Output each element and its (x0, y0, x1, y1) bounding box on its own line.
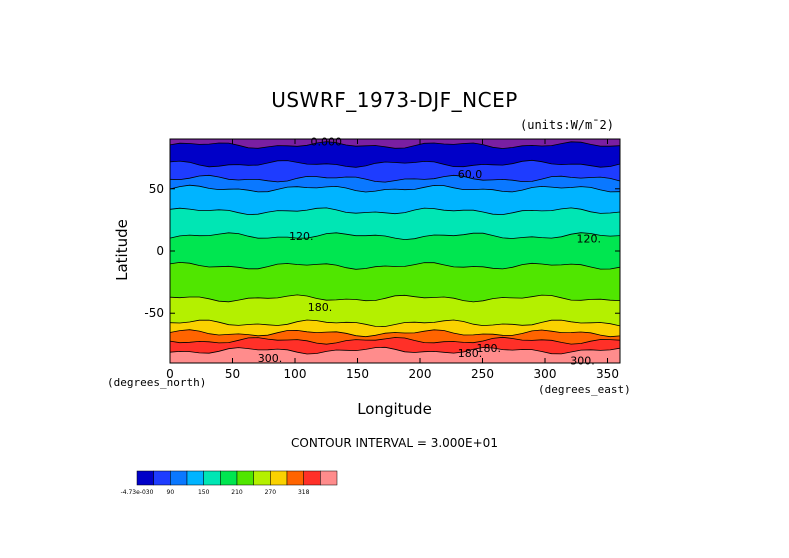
colorbar-label: -4.73e-030 (121, 489, 154, 496)
colorbar-swatch (320, 470, 338, 486)
x-tick-label: 50 (225, 367, 240, 381)
contour-label: 60.0 (458, 168, 483, 181)
contour-line (169, 336, 621, 345)
x-tick-label: 100 (284, 367, 307, 381)
heatmap-band (170, 319, 620, 337)
contour-line (169, 294, 621, 303)
x-tick-label: 350 (596, 367, 619, 381)
colorbar-label: 210 (231, 489, 243, 496)
y-tick-label: 0 (156, 244, 164, 258)
contour-label: 180. (458, 347, 483, 360)
contour-label: 0.000 (311, 135, 343, 148)
colorbar-swatch (136, 470, 154, 486)
contour-label: 180. (308, 301, 333, 314)
contour-label: 300. (258, 352, 283, 365)
heatmap-band (170, 207, 620, 240)
contour-line (169, 184, 621, 193)
colorbar-label: 150 (198, 489, 210, 496)
contour-line (169, 141, 621, 149)
x-tick-label: 150 (346, 367, 369, 381)
heatmap-band (170, 185, 620, 215)
colorbar-label: 318 (298, 489, 310, 496)
colorbar-swatch (186, 470, 204, 486)
chart-title: USWRF_1973-DJF_NCEP (271, 88, 518, 112)
heatmap-band (170, 232, 620, 270)
colorbar-swatch (303, 470, 321, 486)
contour-label: 120. (289, 230, 314, 243)
contour-label: 120. (577, 233, 602, 246)
contour-line (169, 319, 621, 327)
heatmap-band (170, 160, 620, 183)
units-label: (units:W/m¯2) (520, 118, 614, 132)
heatmap-band (170, 329, 620, 345)
contour-line (169, 261, 621, 270)
heatmap-band (170, 294, 620, 327)
y-tick-label: 50 (149, 182, 164, 196)
heatmap-band (170, 347, 620, 363)
colorbar-swatch (220, 470, 238, 486)
y-tick-label: -50 (144, 306, 164, 320)
colorbar-swatch (286, 470, 304, 486)
colorbar-swatch (253, 470, 271, 486)
colorbar-swatch (153, 470, 171, 486)
colorbar-label: 90 (167, 489, 175, 496)
x-units-label: (degrees_east) (538, 383, 631, 396)
contour-line (169, 346, 621, 355)
contour-line (169, 159, 621, 168)
x-tick-label: 0 (166, 367, 174, 381)
contour-label: 300. (570, 355, 595, 368)
x-tick-label: 250 (471, 367, 494, 381)
colorbar-swatch (170, 470, 188, 486)
y-units-label: (degrees_north) (107, 376, 207, 389)
contour-interval-label: CONTOUR INTERVAL = 3.000E+01 (291, 436, 498, 450)
colorbar-swatch (203, 470, 221, 486)
heatmap-band (170, 175, 620, 193)
x-tick-label: 200 (409, 367, 432, 381)
colorbar-swatch (270, 470, 288, 486)
contour-line (169, 232, 621, 241)
x-axis-label: Longitude (357, 400, 432, 418)
contour-line (169, 207, 621, 216)
colorbar-label: 270 (265, 489, 277, 496)
x-tick-label: 300 (534, 367, 557, 381)
contour-label: 180. (477, 342, 502, 355)
heatmap-band (170, 139, 620, 149)
heatmap-band (170, 262, 620, 302)
contour-line (169, 174, 621, 183)
contour-line (169, 329, 621, 338)
colorbar-swatch (236, 470, 254, 486)
